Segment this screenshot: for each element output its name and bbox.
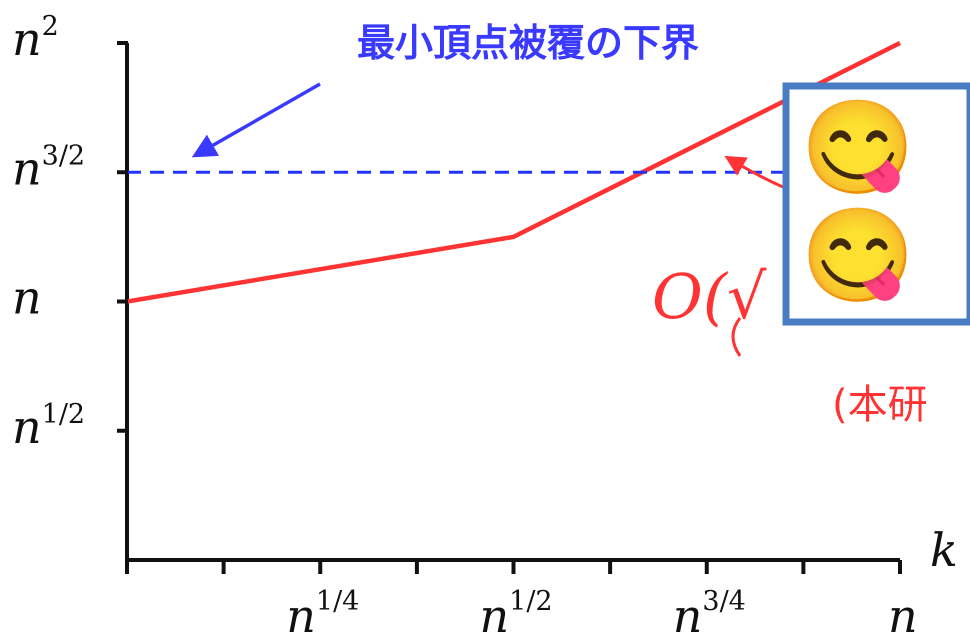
x-axis-label: k	[930, 523, 958, 577]
this-work-label: (本研	[832, 382, 928, 428]
tick-group: n1/2 n n3/2 n2 n1/4 n1/2 n3/4 n	[12, 11, 918, 640]
x-tick-label: n1/2	[480, 586, 553, 640]
y-tick-label: n3/2	[12, 140, 85, 195]
y-tick-label: n1/2	[12, 399, 85, 454]
emoji-overlay-box	[782, 82, 970, 326]
formula-paren-lower	[731, 317, 742, 357]
complexity-line	[126, 40, 902, 304]
series-group	[126, 40, 902, 304]
y-tick-label: n	[12, 271, 42, 325]
x-tick-label: n1/4	[286, 586, 359, 640]
y-tick-label: n2	[12, 11, 59, 66]
face-savoring-food-icon: 😋	[801, 205, 916, 307]
x-tick-label: n3/4	[673, 586, 746, 640]
face-savoring-food-icon: 😋	[801, 97, 916, 199]
lower-bound-label: 最小頂点被覆の下界	[357, 21, 699, 65]
formula-label: O(√	[652, 260, 767, 333]
x-tick-label: n	[888, 589, 918, 640]
formula-arrow	[724, 155, 791, 192]
lower-bound-arrow	[191, 82, 321, 158]
